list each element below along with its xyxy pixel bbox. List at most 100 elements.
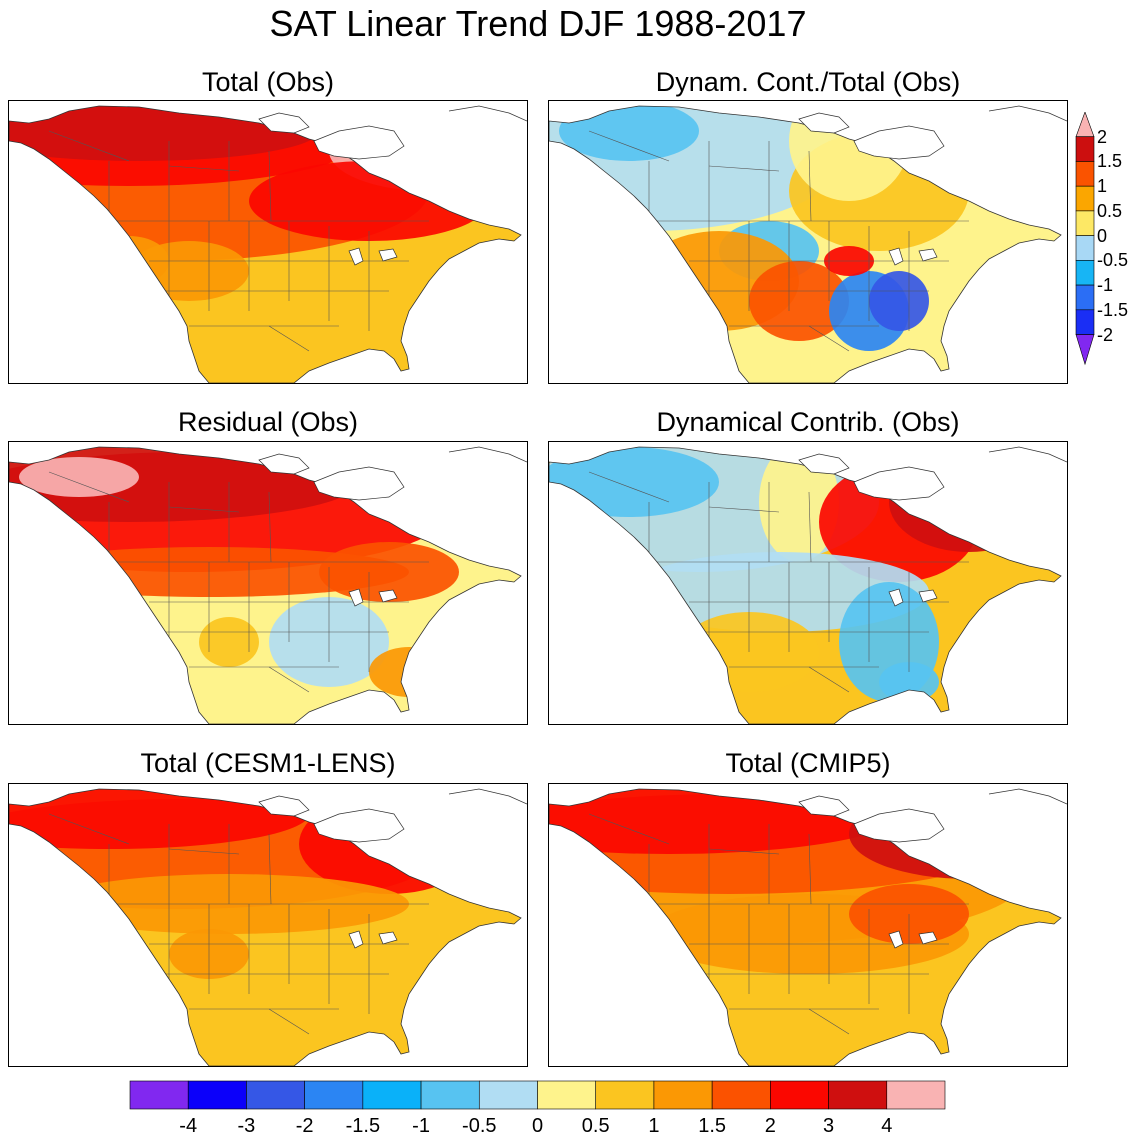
greenland-coast bbox=[448, 788, 527, 805]
trend-region bbox=[889, 452, 1049, 552]
state-border bbox=[808, 1008, 850, 1035]
state-border bbox=[588, 130, 670, 162]
colorbar-tick-label: 1.5 bbox=[1097, 151, 1123, 172]
map-panel-dynamical bbox=[548, 441, 1068, 725]
colorbar-tick-label: 2 bbox=[1097, 126, 1108, 147]
greenland-coast bbox=[988, 105, 1067, 122]
water-body bbox=[348, 247, 364, 266]
colorbar-arrow-bottom bbox=[1075, 334, 1095, 366]
colorbar-box bbox=[1075, 210, 1095, 236]
greenland-coast bbox=[448, 105, 527, 122]
colorbar-box bbox=[1075, 284, 1095, 311]
colorbar-tick-label: -2 bbox=[1097, 324, 1114, 345]
state-border bbox=[708, 506, 780, 513]
state-border bbox=[808, 150, 812, 222]
water-body bbox=[313, 125, 405, 160]
panel-title-3: Residual (Obs) bbox=[177, 407, 359, 437]
map-panel-total-obs bbox=[8, 100, 528, 384]
panel-title-1: Total (Obs) bbox=[201, 67, 335, 97]
colorbar-box bbox=[129, 1080, 189, 1110]
colorbar-box bbox=[1075, 185, 1095, 212]
panel-title-4: Dynamical Contrib. (Obs) bbox=[656, 407, 960, 437]
colorbar-tick-label: 0 bbox=[531, 1115, 544, 1137]
water-body bbox=[918, 589, 938, 603]
colorbar-box bbox=[304, 1080, 364, 1110]
state-border bbox=[48, 813, 130, 845]
water-body bbox=[853, 808, 945, 843]
colorbar-box bbox=[886, 1080, 946, 1110]
colorbar-tick-label: -1.5 bbox=[345, 1115, 381, 1137]
colorbar-tick-label: 0 bbox=[1097, 225, 1108, 246]
colorbar-box bbox=[1075, 260, 1095, 286]
colorbar-box bbox=[1075, 235, 1095, 261]
colorbar-box bbox=[420, 1080, 480, 1110]
water-body bbox=[918, 931, 938, 945]
map-panel-cesm1-lens bbox=[8, 783, 528, 1067]
colorbar-tick-label: 1 bbox=[648, 1115, 660, 1137]
trend-region bbox=[199, 617, 259, 667]
trend-region bbox=[19, 457, 139, 497]
colorbar-box bbox=[1075, 136, 1095, 162]
colorbar-arrow-top bbox=[1075, 111, 1095, 138]
trend-region bbox=[559, 106, 699, 161]
water-body bbox=[258, 112, 310, 134]
colorbar-tick-label: 3 bbox=[823, 1115, 835, 1137]
state-border bbox=[708, 848, 780, 855]
map-panel-residual bbox=[8, 441, 528, 725]
colorbar-tick-label: -0.5 bbox=[1097, 250, 1129, 271]
water-body bbox=[888, 588, 904, 607]
colorbar-box bbox=[653, 1080, 713, 1110]
colorbar-box bbox=[187, 1080, 247, 1110]
water-body bbox=[313, 808, 405, 843]
state-border bbox=[588, 471, 670, 503]
colorbar-tick-label: 4 bbox=[881, 1115, 893, 1137]
water-body bbox=[378, 589, 398, 603]
colorbar-tick-label: -0.5 bbox=[462, 1115, 497, 1137]
colorbar-box bbox=[828, 1080, 888, 1110]
state-border bbox=[268, 833, 272, 905]
water-body bbox=[798, 453, 850, 475]
state-border bbox=[268, 150, 272, 222]
water-body bbox=[378, 931, 398, 945]
colorbar-tick-label: -4 bbox=[179, 1115, 198, 1137]
colorbar-box bbox=[595, 1080, 655, 1110]
state-border bbox=[268, 491, 272, 563]
colorbar-tick-label: -1 bbox=[1097, 275, 1114, 296]
state-border bbox=[48, 130, 130, 162]
panel-title-2: Dynam. Cont./Total (Obs) bbox=[655, 67, 961, 97]
trend-region bbox=[749, 261, 849, 341]
state-border bbox=[268, 1008, 310, 1035]
water-body bbox=[853, 466, 945, 501]
colorbar-tick-label: 0.5 bbox=[1097, 200, 1123, 221]
state-border bbox=[808, 325, 850, 352]
colorbar-box bbox=[1075, 309, 1095, 335]
state-border bbox=[168, 848, 240, 855]
state-border bbox=[708, 165, 780, 172]
colorbar-box bbox=[1075, 161, 1095, 187]
state-border bbox=[48, 471, 130, 503]
state-border bbox=[168, 506, 240, 513]
colorbar-box bbox=[478, 1080, 538, 1110]
greenland-coast bbox=[448, 446, 527, 463]
figure-title: SAT Linear Trend DJF 1988-2017 bbox=[269, 3, 807, 44]
water-body bbox=[258, 453, 310, 475]
greenland-coast bbox=[988, 446, 1067, 463]
greenland-coast bbox=[988, 788, 1067, 805]
colorbar-tick-label: -3 bbox=[237, 1115, 256, 1137]
state-border bbox=[268, 325, 310, 352]
water-body bbox=[918, 248, 938, 262]
water-body bbox=[853, 125, 945, 160]
colorbar-box bbox=[537, 1080, 597, 1110]
water-body bbox=[378, 248, 398, 262]
trend-region bbox=[319, 542, 459, 602]
trend-region bbox=[869, 271, 929, 331]
state-border bbox=[808, 666, 850, 693]
state-border bbox=[168, 165, 240, 172]
state-border bbox=[808, 491, 812, 563]
state-border bbox=[808, 833, 812, 905]
panel-title-5: Total (CESM1-LENS) bbox=[140, 748, 396, 778]
trend-colorbar bbox=[128, 1079, 948, 1141]
state-border bbox=[268, 666, 310, 693]
ratio-colorbar bbox=[1072, 111, 1139, 384]
colorbar-tick-label: -2 bbox=[295, 1115, 314, 1137]
